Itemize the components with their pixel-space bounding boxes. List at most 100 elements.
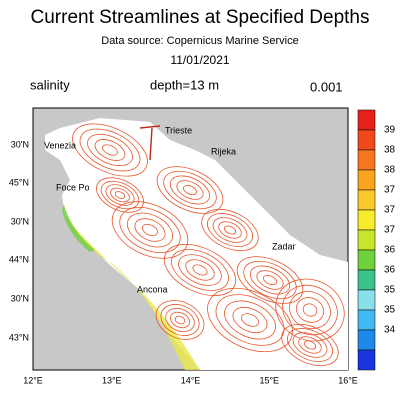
colorbar-cell (357, 149, 376, 171)
sea (45, 118, 348, 370)
streamline (171, 249, 229, 291)
colorbar-label: 38 (384, 145, 396, 156)
lat-label: 30'N (11, 216, 29, 226)
streamline (155, 300, 205, 340)
streamline (236, 256, 304, 304)
colorbar-label: 37 (384, 185, 396, 196)
streamline (126, 212, 174, 248)
colorbar-label: 36 (384, 265, 396, 276)
place-label: Foce Po (56, 182, 90, 192)
streamline (281, 323, 339, 367)
depth: depth=13 m (150, 77, 219, 92)
lon-label: 12°E (23, 375, 43, 385)
streamline (114, 191, 126, 199)
colorbar-label: 34 (384, 325, 396, 336)
streamline (232, 306, 268, 334)
streamline (185, 259, 215, 281)
lat-label: 45°N (9, 177, 29, 187)
lon-label: 16°E (338, 375, 358, 385)
streamline (207, 213, 253, 247)
scale: 0.001 (310, 79, 343, 94)
streamline (105, 184, 135, 206)
lat-label: 30'N (11, 139, 29, 149)
lon-label: 15°E (259, 375, 279, 385)
streamline (183, 184, 197, 196)
streamline (163, 170, 217, 210)
place-label: Zadar (272, 241, 296, 251)
streamline (224, 300, 276, 340)
colorbar-label: 35 (384, 285, 396, 296)
lat-label: 44°N (9, 254, 29, 264)
streamline (72, 123, 148, 177)
streamline (163, 243, 237, 297)
streamline (215, 294, 285, 346)
colorbar-cell (357, 169, 376, 191)
streamline (282, 284, 338, 336)
streamline (212, 217, 248, 243)
streamline (176, 180, 204, 200)
colorbar-label: 37 (384, 205, 396, 216)
lon-label: 14°E (181, 375, 201, 385)
lat-label: 43°N (9, 332, 29, 342)
streamlines (72, 123, 345, 367)
source: Data source: Copernicus Marine Service (101, 35, 298, 47)
streamline (241, 313, 259, 327)
streamline (287, 328, 333, 362)
colorbar-cell (357, 329, 376, 351)
streamline (292, 332, 328, 358)
colorbar-cell (357, 109, 376, 131)
colorbar-cell (357, 209, 376, 231)
place-label: Venezia (44, 140, 76, 150)
streamline (142, 223, 158, 237)
lon-label: 13°E (102, 375, 122, 385)
colorbar-cell (357, 349, 376, 371)
streamline (249, 265, 291, 295)
streamline (94, 139, 126, 161)
colorbar-label: 35 (384, 305, 396, 316)
streamline (295, 297, 325, 323)
colorbar-cell (357, 129, 376, 151)
colorbar-cell (357, 189, 376, 211)
colorbar: 39 38 38 37 37 37 36 36 35 35 34 (357, 109, 396, 371)
streamline (289, 291, 331, 329)
colorbar-label: 38 (384, 165, 396, 176)
place-label: Ancona (137, 284, 168, 294)
streamline (275, 278, 345, 342)
coastal-band (62, 205, 95, 252)
colorbar-cell (357, 249, 376, 271)
map (32, 107, 349, 371)
streamline (207, 287, 293, 353)
streamline (169, 175, 211, 205)
streamline (201, 208, 259, 252)
date: 11/01/2021 (170, 53, 229, 67)
colorbar-cell (357, 309, 376, 331)
streamline (165, 307, 195, 333)
streamline (243, 260, 297, 300)
colorbar-label: 36 (384, 245, 396, 256)
streamline (170, 311, 190, 329)
streamline (134, 218, 166, 242)
place-label: Rijeka (211, 146, 236, 156)
streamline (303, 340, 317, 350)
title: Current Streamlines at Specified Depths (31, 7, 370, 28)
colorbar-label: 37 (384, 225, 396, 236)
streamline (298, 336, 322, 354)
streamline (119, 206, 181, 254)
place-label: Trieste (165, 125, 192, 135)
streamline (102, 144, 118, 156)
colorbar-cell (357, 229, 376, 251)
streamline (174, 315, 186, 325)
variable: salinity (30, 77, 70, 92)
streamline (302, 303, 318, 317)
streamline (192, 264, 208, 276)
streamline (156, 166, 224, 214)
streamline (100, 180, 140, 210)
streamline (96, 177, 144, 213)
streamline (256, 270, 284, 290)
streamline (79, 128, 141, 172)
streamline (223, 225, 237, 235)
colorbar-label: 39 (384, 125, 396, 136)
streamline (139, 125, 161, 161)
streamline (160, 304, 200, 336)
